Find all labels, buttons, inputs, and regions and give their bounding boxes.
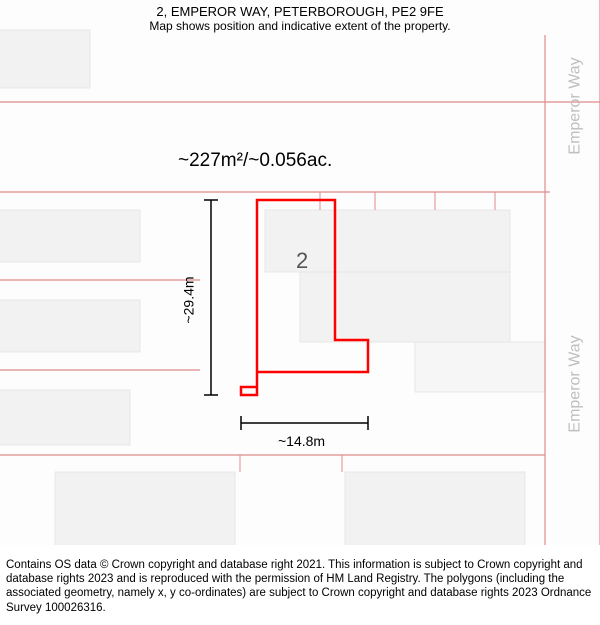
- dimension-horizontal: ~14.8m: [278, 433, 325, 449]
- subtitle: Map shows position and indicative extent…: [0, 19, 600, 33]
- address-title: 2, EMPEROR WAY, PETERBOROUGH, PE2 9FE: [0, 4, 600, 19]
- road-label-2: Emperor Way: [567, 335, 585, 432]
- dimension-vertical: ~29.4m: [181, 276, 197, 323]
- area-label: ~227m²/~0.056ac.: [178, 150, 332, 172]
- road-label-1: Emperor Way: [567, 57, 585, 154]
- map-canvas: ~227m²/~0.056ac. 2 ~29.4m ~14.8m Emperor…: [0, 0, 600, 545]
- property-number: 2: [296, 248, 308, 274]
- header: 2, EMPEROR WAY, PETERBOROUGH, PE2 9FE Ma…: [0, 0, 600, 35]
- footer-copyright: Contains OS data © Crown copyright and d…: [0, 552, 600, 625]
